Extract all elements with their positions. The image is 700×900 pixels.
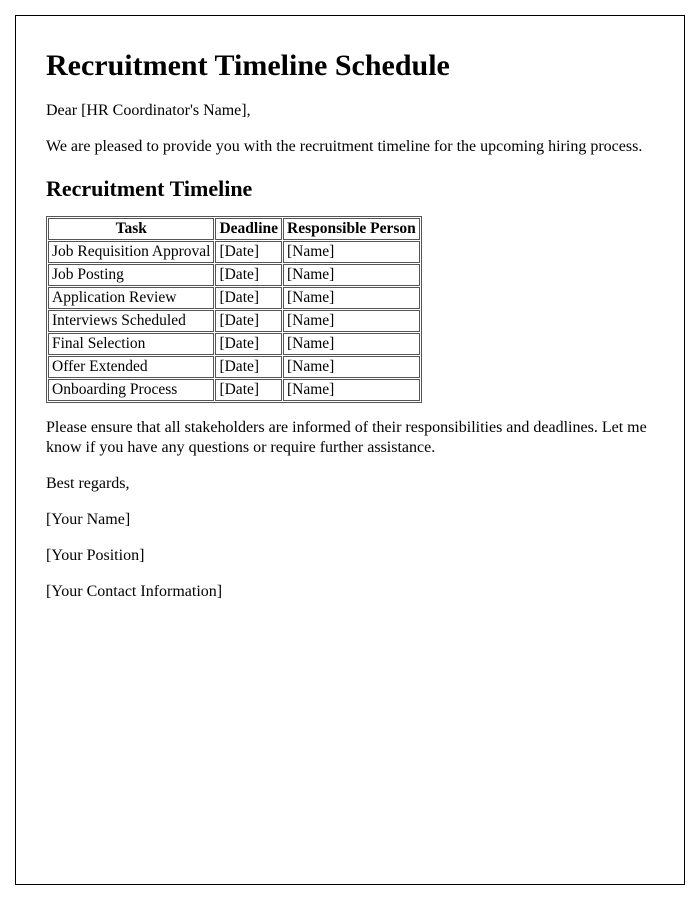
cell-task: Application Review — [48, 287, 214, 309]
cell-deadline: [Date] — [215, 241, 282, 263]
cell-deadline: [Date] — [215, 333, 282, 355]
section-heading: Recruitment Timeline — [46, 176, 654, 202]
cell-task: Interviews Scheduled — [48, 310, 214, 332]
page-title: Recruitment Timeline Schedule — [46, 49, 654, 83]
cell-task: Job Posting — [48, 264, 214, 286]
cell-deadline: [Date] — [215, 310, 282, 332]
cell-person: [Name] — [283, 333, 420, 355]
table-header-row: Task Deadline Responsible Person — [48, 218, 420, 240]
cell-person: [Name] — [283, 356, 420, 378]
table-row: Application Review [Date] [Name] — [48, 287, 420, 309]
column-header-task: Task — [48, 218, 214, 240]
cell-task: Onboarding Process — [48, 379, 214, 401]
closing-paragraph: Please ensure that all stakeholders are … — [46, 418, 654, 460]
table-row: Onboarding Process [Date] [Name] — [48, 379, 420, 401]
sender-name: [Your Name] — [46, 510, 654, 531]
table-row: Offer Extended [Date] [Name] — [48, 356, 420, 378]
recruitment-timeline-table: Task Deadline Responsible Person Job Req… — [46, 216, 422, 403]
cell-person: [Name] — [283, 264, 420, 286]
cell-person: [Name] — [283, 287, 420, 309]
signoff: Best regards, — [46, 474, 654, 495]
table-row: Job Requisition Approval [Date] [Name] — [48, 241, 420, 263]
sender-position: [Your Position] — [46, 546, 654, 567]
cell-person: [Name] — [283, 379, 420, 401]
cell-deadline: [Date] — [215, 264, 282, 286]
table-row: Final Selection [Date] [Name] — [48, 333, 420, 355]
salutation: Dear [HR Coordinator's Name], — [46, 101, 654, 122]
cell-deadline: [Date] — [215, 379, 282, 401]
cell-person: [Name] — [283, 241, 420, 263]
cell-task: Offer Extended — [48, 356, 214, 378]
cell-deadline: [Date] — [215, 356, 282, 378]
table-row: Job Posting [Date] [Name] — [48, 264, 420, 286]
cell-task: Job Requisition Approval — [48, 241, 214, 263]
column-header-person: Responsible Person — [283, 218, 420, 240]
cell-deadline: [Date] — [215, 287, 282, 309]
cell-task: Final Selection — [48, 333, 214, 355]
table-row: Interviews Scheduled [Date] [Name] — [48, 310, 420, 332]
sender-contact: [Your Contact Information] — [46, 582, 654, 603]
cell-person: [Name] — [283, 310, 420, 332]
intro-paragraph: We are pleased to provide you with the r… — [46, 137, 654, 158]
document-frame: Recruitment Timeline Schedule Dear [HR C… — [15, 15, 685, 885]
column-header-deadline: Deadline — [215, 218, 282, 240]
